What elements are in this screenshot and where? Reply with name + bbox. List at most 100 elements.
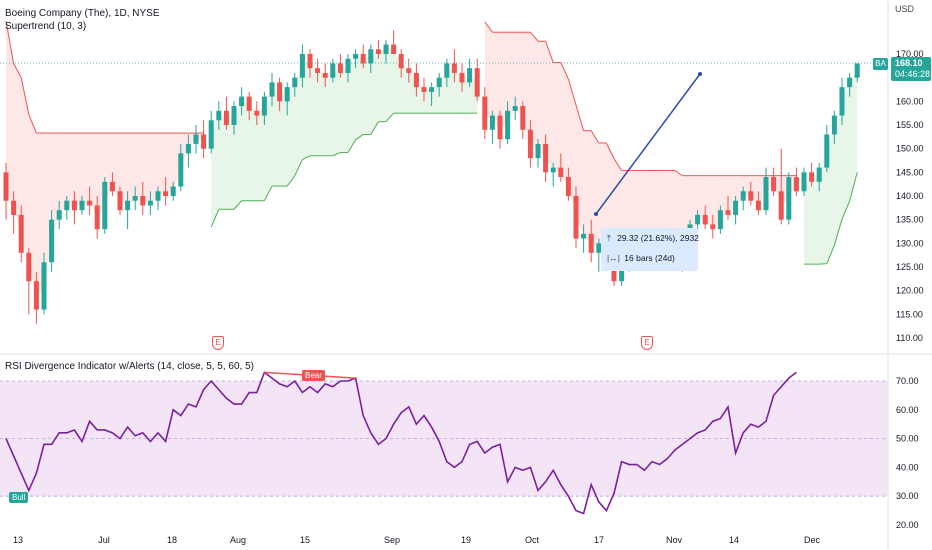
supertrend-fill [241,101,250,201]
supertrend-fill [363,56,371,135]
candle-body [201,134,207,149]
price-tick-label: 150.00 [896,144,924,154]
candle-body [26,252,32,282]
price-axis[interactable]: 170.00165.00160.00155.00150.00145.00140.… [896,49,924,343]
candle [208,110,214,154]
supertrend-fill [272,89,280,187]
supertrend-fill [89,133,98,218]
rsi-axis[interactable]: 70.00 60.00 50.00 40.00 30.00 20.00 [896,376,919,530]
supertrend-fill [302,61,310,160]
candle-body [345,58,351,73]
price-tick-label: 155.00 [896,120,924,130]
candle [269,72,275,107]
candle [763,167,769,215]
supertrend-fill [74,133,82,206]
time-tick-label: 14 [729,535,739,545]
candle-body [360,54,366,64]
candle-body [94,205,100,230]
supertrend-up-line [370,121,379,135]
candle [710,214,716,239]
candle [49,210,55,272]
supertrend-fill [720,175,728,220]
supertrend-fill [849,70,858,202]
candle [725,196,731,220]
supertrend-fill [507,32,516,125]
supertrend-up-line [385,112,394,123]
measure-tooltip[interactable]: ⤒ 29.32 (21.62%), 2932 |↔| 16 bars (24d) [601,228,699,271]
candle-body [451,63,457,73]
price-tick-label: 115.00 [896,309,923,319]
supertrend-fill [735,175,744,208]
candle-body [778,191,784,220]
bull-label[interactable]: Bull [9,492,29,503]
candle [315,58,321,83]
time-tick-label: 19 [461,535,471,545]
supertrend-fill [804,177,812,265]
supertrend-fill [462,75,470,114]
candle [596,238,602,272]
candle [436,72,442,97]
candle [444,58,450,88]
supertrend-fill [386,49,394,122]
candle [284,82,290,116]
indicator-legend[interactable]: Supertrend (10, 3) [5,21,87,32]
trendline[interactable] [595,73,701,215]
supertrend-fill [743,175,751,196]
candle [786,172,792,225]
candle [223,96,229,130]
rsi-tick-label: 20.00 [896,520,919,530]
candle [565,167,571,201]
candle-body [185,143,191,154]
supertrend-fill [234,101,242,210]
candle [254,101,260,125]
supertrend-fill [325,70,333,156]
supertrend-down-line [28,114,37,134]
supertrend-down-line [20,77,30,115]
price-tick-label: 160.00 [896,96,924,106]
candle [520,101,526,140]
price-tick-label: 135.00 [896,215,924,225]
supertrend-fill [158,133,166,196]
candle [429,82,435,107]
earnings-marker[interactable]: E [641,336,653,350]
supertrend-fill [636,170,645,244]
candle-body [695,214,701,225]
trendline-handle[interactable] [594,212,598,216]
earnings-marker[interactable]: E [212,336,224,350]
supertrend-fill [553,62,561,173]
measure-change-row: ⤒ 29.32 (21.62%), 2932 [607,233,699,244]
candle-body [733,200,739,215]
bear-label[interactable]: Bear [302,370,325,381]
supertrend-down-line [545,41,554,63]
candle [231,101,237,135]
candle-body [18,214,24,253]
candle [41,252,47,315]
time-axis[interactable]: 13 Jul 18 Aug 15 Sep 19 Oct 17 Nov 14 Dec [13,535,821,545]
candle-body [482,96,488,130]
symbol-badge: BA [873,58,888,70]
supertrend-fill [401,61,409,114]
candle [740,186,746,211]
supertrend-down-line [575,104,585,131]
supertrend-fill [811,174,820,265]
supertrend-fill [545,41,554,170]
supertrend-up-line [355,134,364,141]
currency-label: USD [895,4,915,14]
candle-body [170,186,176,196]
candle-body [755,200,761,211]
supertrend-fill [6,20,14,208]
rsi-legend[interactable]: RSI Divergence Indicator w/Alerts (14, c… [5,361,254,372]
trendline-handle[interactable] [698,72,702,76]
supertrend-fill [287,82,295,187]
drawing-tools[interactable] [594,72,702,216]
supertrend-down-line [560,62,569,80]
candle [117,186,123,215]
candle-body [277,82,283,102]
candle-body [254,110,260,116]
candle-body [125,200,131,211]
candle [398,49,404,78]
candle-body [816,167,822,182]
supertrend-fill [66,133,75,206]
